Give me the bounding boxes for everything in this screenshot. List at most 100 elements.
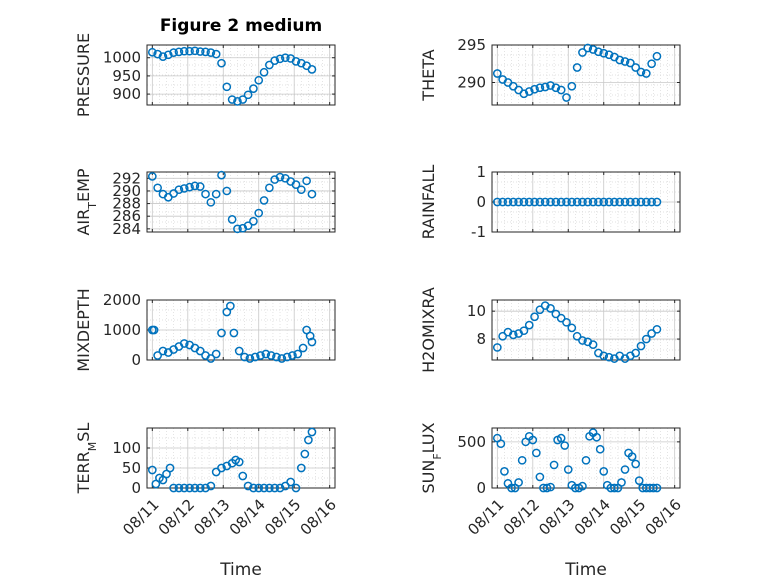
data-point <box>163 50 173 60</box>
data-point <box>302 176 311 186</box>
data-point <box>238 471 248 481</box>
subplot-theta: 290 295 THETA <box>419 36 681 106</box>
data-point <box>492 343 502 352</box>
data-point <box>190 181 200 191</box>
x-tick-label: 08/16 <box>642 496 685 539</box>
data-point <box>652 197 662 207</box>
x-tick-label: 08/11 <box>464 496 507 539</box>
data-point <box>147 47 157 57</box>
y-tick-label: -1 <box>471 223 486 241</box>
data-point <box>298 343 308 353</box>
data-point <box>275 483 285 493</box>
x-tick-label: 08/14 <box>226 496 269 539</box>
data-point <box>270 56 280 65</box>
data-point <box>496 439 506 449</box>
data-point <box>647 197 656 207</box>
data-point <box>599 197 609 207</box>
data-point <box>615 55 625 65</box>
data-point <box>286 477 296 487</box>
data-point <box>245 354 255 363</box>
data-point <box>195 346 205 356</box>
data-point <box>174 483 184 493</box>
data-point <box>211 349 221 359</box>
axes-box <box>146 44 336 106</box>
data-point <box>185 483 194 493</box>
data-point <box>625 197 635 207</box>
data-point <box>280 53 290 63</box>
data-point <box>636 341 646 351</box>
data-point <box>620 465 630 474</box>
data-point <box>588 45 598 54</box>
data-point <box>546 197 555 207</box>
y-axis-label: AIRTEMP <box>74 168 99 235</box>
data-point <box>594 197 603 207</box>
data-point <box>535 472 545 482</box>
data-point <box>604 352 614 362</box>
subplot-terr-msl: 0 50 100 TERRMSL 08/1108/1208/1308/1408/1508… <box>74 423 340 580</box>
data-point <box>542 483 552 493</box>
data-point <box>517 455 527 465</box>
y-tick-label: 0 <box>131 351 141 369</box>
data-point <box>195 47 205 56</box>
data-point <box>149 325 159 335</box>
x-tick-label: 08/12 <box>155 496 198 539</box>
data-point <box>305 331 315 341</box>
data-point <box>620 197 630 207</box>
data-point <box>519 326 529 336</box>
data-point <box>307 65 317 74</box>
data-point <box>551 197 561 207</box>
data-point <box>185 182 194 192</box>
y-tick-label: 288 <box>112 195 141 213</box>
data-point <box>243 481 253 491</box>
data-point <box>291 180 301 189</box>
subplot-mixdepth: 0 1000 2000 MIXDEPTH <box>74 288 336 372</box>
y-tick-label: 100 <box>112 439 141 457</box>
data-point <box>631 63 641 72</box>
data-point <box>275 172 285 182</box>
data-point <box>647 329 656 338</box>
data-point <box>503 197 513 207</box>
data-point <box>227 95 237 104</box>
data-point <box>578 48 587 57</box>
data-point <box>265 60 274 70</box>
data-point <box>217 58 226 68</box>
y-tick-label: 295 <box>457 36 486 54</box>
data-point <box>492 197 502 207</box>
data-point <box>249 84 258 93</box>
data-point <box>226 301 235 311</box>
y-tick-label: 292 <box>112 169 141 187</box>
data-point <box>508 197 518 207</box>
y-tick-label: 284 <box>112 220 141 238</box>
data-point <box>492 69 502 78</box>
data-point <box>578 197 587 207</box>
data-point <box>211 467 221 477</box>
x-tick-label: 08/14 <box>571 496 614 539</box>
data-point <box>610 197 619 207</box>
data-point <box>300 449 310 459</box>
data-point <box>599 467 609 476</box>
data-point <box>265 183 274 193</box>
data-point <box>625 58 635 68</box>
data-point <box>153 351 162 360</box>
y-tick-label: 0 <box>476 479 486 497</box>
data-point <box>615 197 625 207</box>
y-tick-label: 0 <box>131 479 141 497</box>
data-point <box>631 197 641 207</box>
data-point <box>556 85 566 95</box>
data-point <box>201 189 210 199</box>
y-tick-label: 900 <box>112 85 141 103</box>
data-point <box>514 478 523 487</box>
data-point <box>594 47 603 57</box>
data-point <box>259 67 269 77</box>
chart-title: Figure 2 medium <box>160 16 322 36</box>
data-point <box>649 483 658 493</box>
data-point <box>531 448 541 458</box>
data-point <box>535 197 545 207</box>
data-point <box>240 352 249 362</box>
data-point <box>147 172 157 181</box>
data-point <box>641 197 651 207</box>
x-tick-label: 08/15 <box>261 496 304 539</box>
data-point <box>190 483 200 493</box>
data-point <box>211 189 221 199</box>
